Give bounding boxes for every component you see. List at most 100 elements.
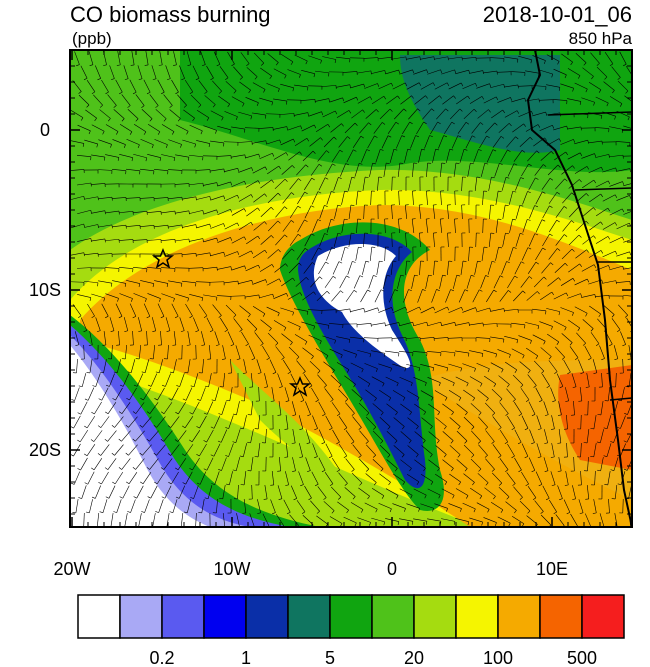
wind-barb [318, 429, 326, 443]
wind-barb [289, 234, 299, 246]
wind-barb [308, 385, 313, 388]
wind-barb [278, 498, 283, 500]
wind-barb [223, 141, 239, 143]
wind-barb [189, 91, 193, 95]
wind-barb [464, 289, 469, 292]
wind-barb [556, 341, 560, 345]
wind-barb [132, 91, 137, 95]
wind-barb [602, 280, 616, 284]
wind-barb [600, 429, 604, 443]
wind-barb [362, 109, 365, 113]
wind-barb [95, 485, 101, 499]
wind-barb [445, 108, 449, 112]
wind-barb [584, 513, 592, 527]
wind-barb [426, 190, 428, 206]
wind-barb [146, 91, 151, 95]
wind-barb [525, 483, 529, 487]
wind-barb [440, 190, 442, 206]
wind-barb [578, 234, 582, 238]
wind-barb [203, 315, 208, 318]
wind-barb [416, 481, 420, 485]
wind-barb [561, 165, 573, 175]
wind-barb [393, 148, 398, 151]
wind-barb [449, 108, 461, 120]
wind-barb [401, 135, 406, 138]
wind-barb [601, 167, 604, 171]
wind-barb [495, 353, 498, 358]
wind-barb [71, 399, 75, 401]
wind-barb [167, 344, 169, 360]
wind-barb [418, 508, 420, 512]
wind-barb [119, 267, 133, 269]
wind-barb [441, 376, 455, 384]
wind-barb [97, 196, 99, 201]
field-teal [400, 55, 560, 153]
wind-barb [440, 322, 442, 326]
wind-barb [161, 91, 165, 95]
wind-barb [494, 122, 498, 126]
wind-barb [166, 78, 171, 81]
wind-barb [206, 65, 214, 79]
wind-barb [419, 260, 421, 276]
wind-barb [183, 105, 187, 108]
wind-barb [404, 82, 408, 87]
wind-barb [528, 177, 536, 191]
wind-barb [78, 385, 83, 388]
wind-barb [140, 481, 144, 485]
wind-barb [438, 495, 441, 499]
wind-barb [582, 342, 586, 346]
wind-barb [280, 53, 294, 63]
wind-barb [616, 195, 630, 201]
wind-barb [466, 275, 472, 289]
wind-barb [116, 64, 121, 66]
wind-barb [352, 416, 362, 428]
wind-barb [492, 136, 502, 148]
wind-barb [443, 454, 447, 458]
wind-barb [307, 414, 311, 417]
wind-barb [562, 192, 572, 204]
wind-barb [245, 180, 259, 188]
wind-barb [597, 469, 601, 472]
wind-barb [595, 154, 609, 158]
wind-barb [383, 163, 387, 177]
wind-barb [560, 307, 574, 313]
wind-barb [301, 99, 315, 101]
wind-barb [70, 169, 85, 171]
wind-barb [330, 375, 342, 385]
wind-barb [91, 467, 95, 471]
wind-barb [374, 135, 378, 138]
wind-barb [534, 205, 538, 208]
wind-barb [166, 283, 169, 287]
wind-barb [532, 308, 546, 312]
wind-barb [216, 182, 218, 187]
wind-barb [367, 495, 370, 500]
wind-barb [316, 290, 328, 302]
wind-barb [579, 387, 583, 401]
wind-barb [117, 51, 121, 65]
wind-barb [318, 164, 323, 167]
wind-barb [478, 468, 482, 472]
wind-barb [88, 130, 91, 135]
wind-barb [99, 104, 103, 108]
wind-barb [406, 390, 420, 398]
wind-barb [298, 415, 304, 429]
wind-barb [393, 417, 405, 427]
wind-barb [189, 439, 193, 443]
wind-barb [138, 345, 142, 359]
wind-barb [145, 51, 149, 65]
wind-barb [536, 415, 542, 429]
wind-barb [431, 108, 435, 112]
wind-barb [543, 164, 547, 167]
wind-barb [410, 495, 413, 499]
wind-barb [292, 470, 296, 472]
wind-barb [368, 122, 372, 126]
wind-barb [105, 293, 119, 299]
wind-barb [498, 246, 503, 249]
wind-barb [176, 385, 180, 387]
wind-barb [544, 137, 547, 141]
wind-barb [239, 455, 244, 458]
wind-barb [206, 457, 214, 471]
wind-barb [338, 177, 342, 179]
wind-barb [195, 169, 211, 171]
wind-barb [417, 289, 423, 303]
